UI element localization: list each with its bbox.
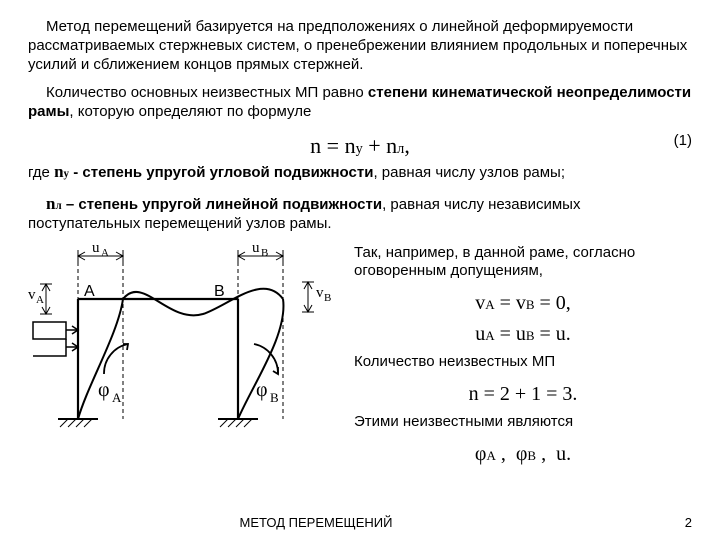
label-B: B: [214, 283, 225, 300]
eq-n: n = 2 + 1 = 3.: [354, 382, 692, 407]
right-text-3: Этими неизвестными являются: [354, 413, 692, 432]
label-uA-sub: A: [101, 247, 109, 259]
label-phiB: φ: [256, 379, 268, 401]
right-text-1: Так, например, в данной раме, согласно о…: [354, 244, 692, 282]
label-vA-sub: A: [36, 294, 44, 306]
where-nl: nл – степень упругой линейной подвижност…: [28, 193, 692, 234]
eq-u: uA = uB = u.: [354, 322, 692, 347]
paragraph-1: Метод перемещений базируется на предполо…: [28, 18, 692, 74]
label-vB: v: [316, 285, 324, 301]
formula-text: n = nу + nл,: [310, 133, 410, 158]
label-A: A: [84, 283, 95, 300]
footer: МЕТОД ПЕРЕМЕЩЕНИЙ 2: [0, 515, 720, 530]
p2-pre: Количество основных неизвестных МП равно: [46, 84, 368, 101]
p2-post: , которую определяют по формуле: [69, 103, 311, 120]
ny-post: , равная числу узлов рамы;: [373, 164, 565, 181]
formula-main: n = nу + nл, (1): [28, 132, 692, 160]
label-vB-sub: B: [324, 292, 331, 304]
where-label: где: [28, 164, 54, 181]
formula-number: (1): [674, 132, 692, 151]
nl-symbol: nл: [46, 194, 62, 213]
where-ny: где nу - степень упругой угловой подвижн…: [28, 161, 692, 183]
label-phiA: φ: [98, 379, 110, 401]
ny-bold: - степень упругой угловой подвижности: [69, 164, 373, 181]
frame-diagram: u A u B v A: [28, 244, 348, 449]
label-uA: u: [92, 244, 100, 256]
eq-v: vA = vB = 0,: [354, 291, 692, 316]
ny-symbol: nу: [54, 162, 69, 181]
paragraph-2: Количество основных неизвестных МП равно…: [28, 84, 692, 122]
right-text-2: Количество неизвестных МП: [354, 353, 692, 372]
label-uB-sub: B: [261, 247, 268, 259]
label-phiB-sub: B: [270, 390, 279, 405]
label-phiA-sub: A: [112, 390, 122, 405]
nl-bold: – степень упругой линейной подвижности: [62, 196, 382, 213]
label-vA: v: [28, 287, 36, 303]
label-uB: u: [252, 244, 260, 256]
eq-unknowns: φA , φB , u.: [354, 442, 692, 467]
footer-page: 2: [632, 515, 720, 530]
footer-title: МЕТОД ПЕРЕМЕЩЕНИЙ: [0, 515, 632, 530]
